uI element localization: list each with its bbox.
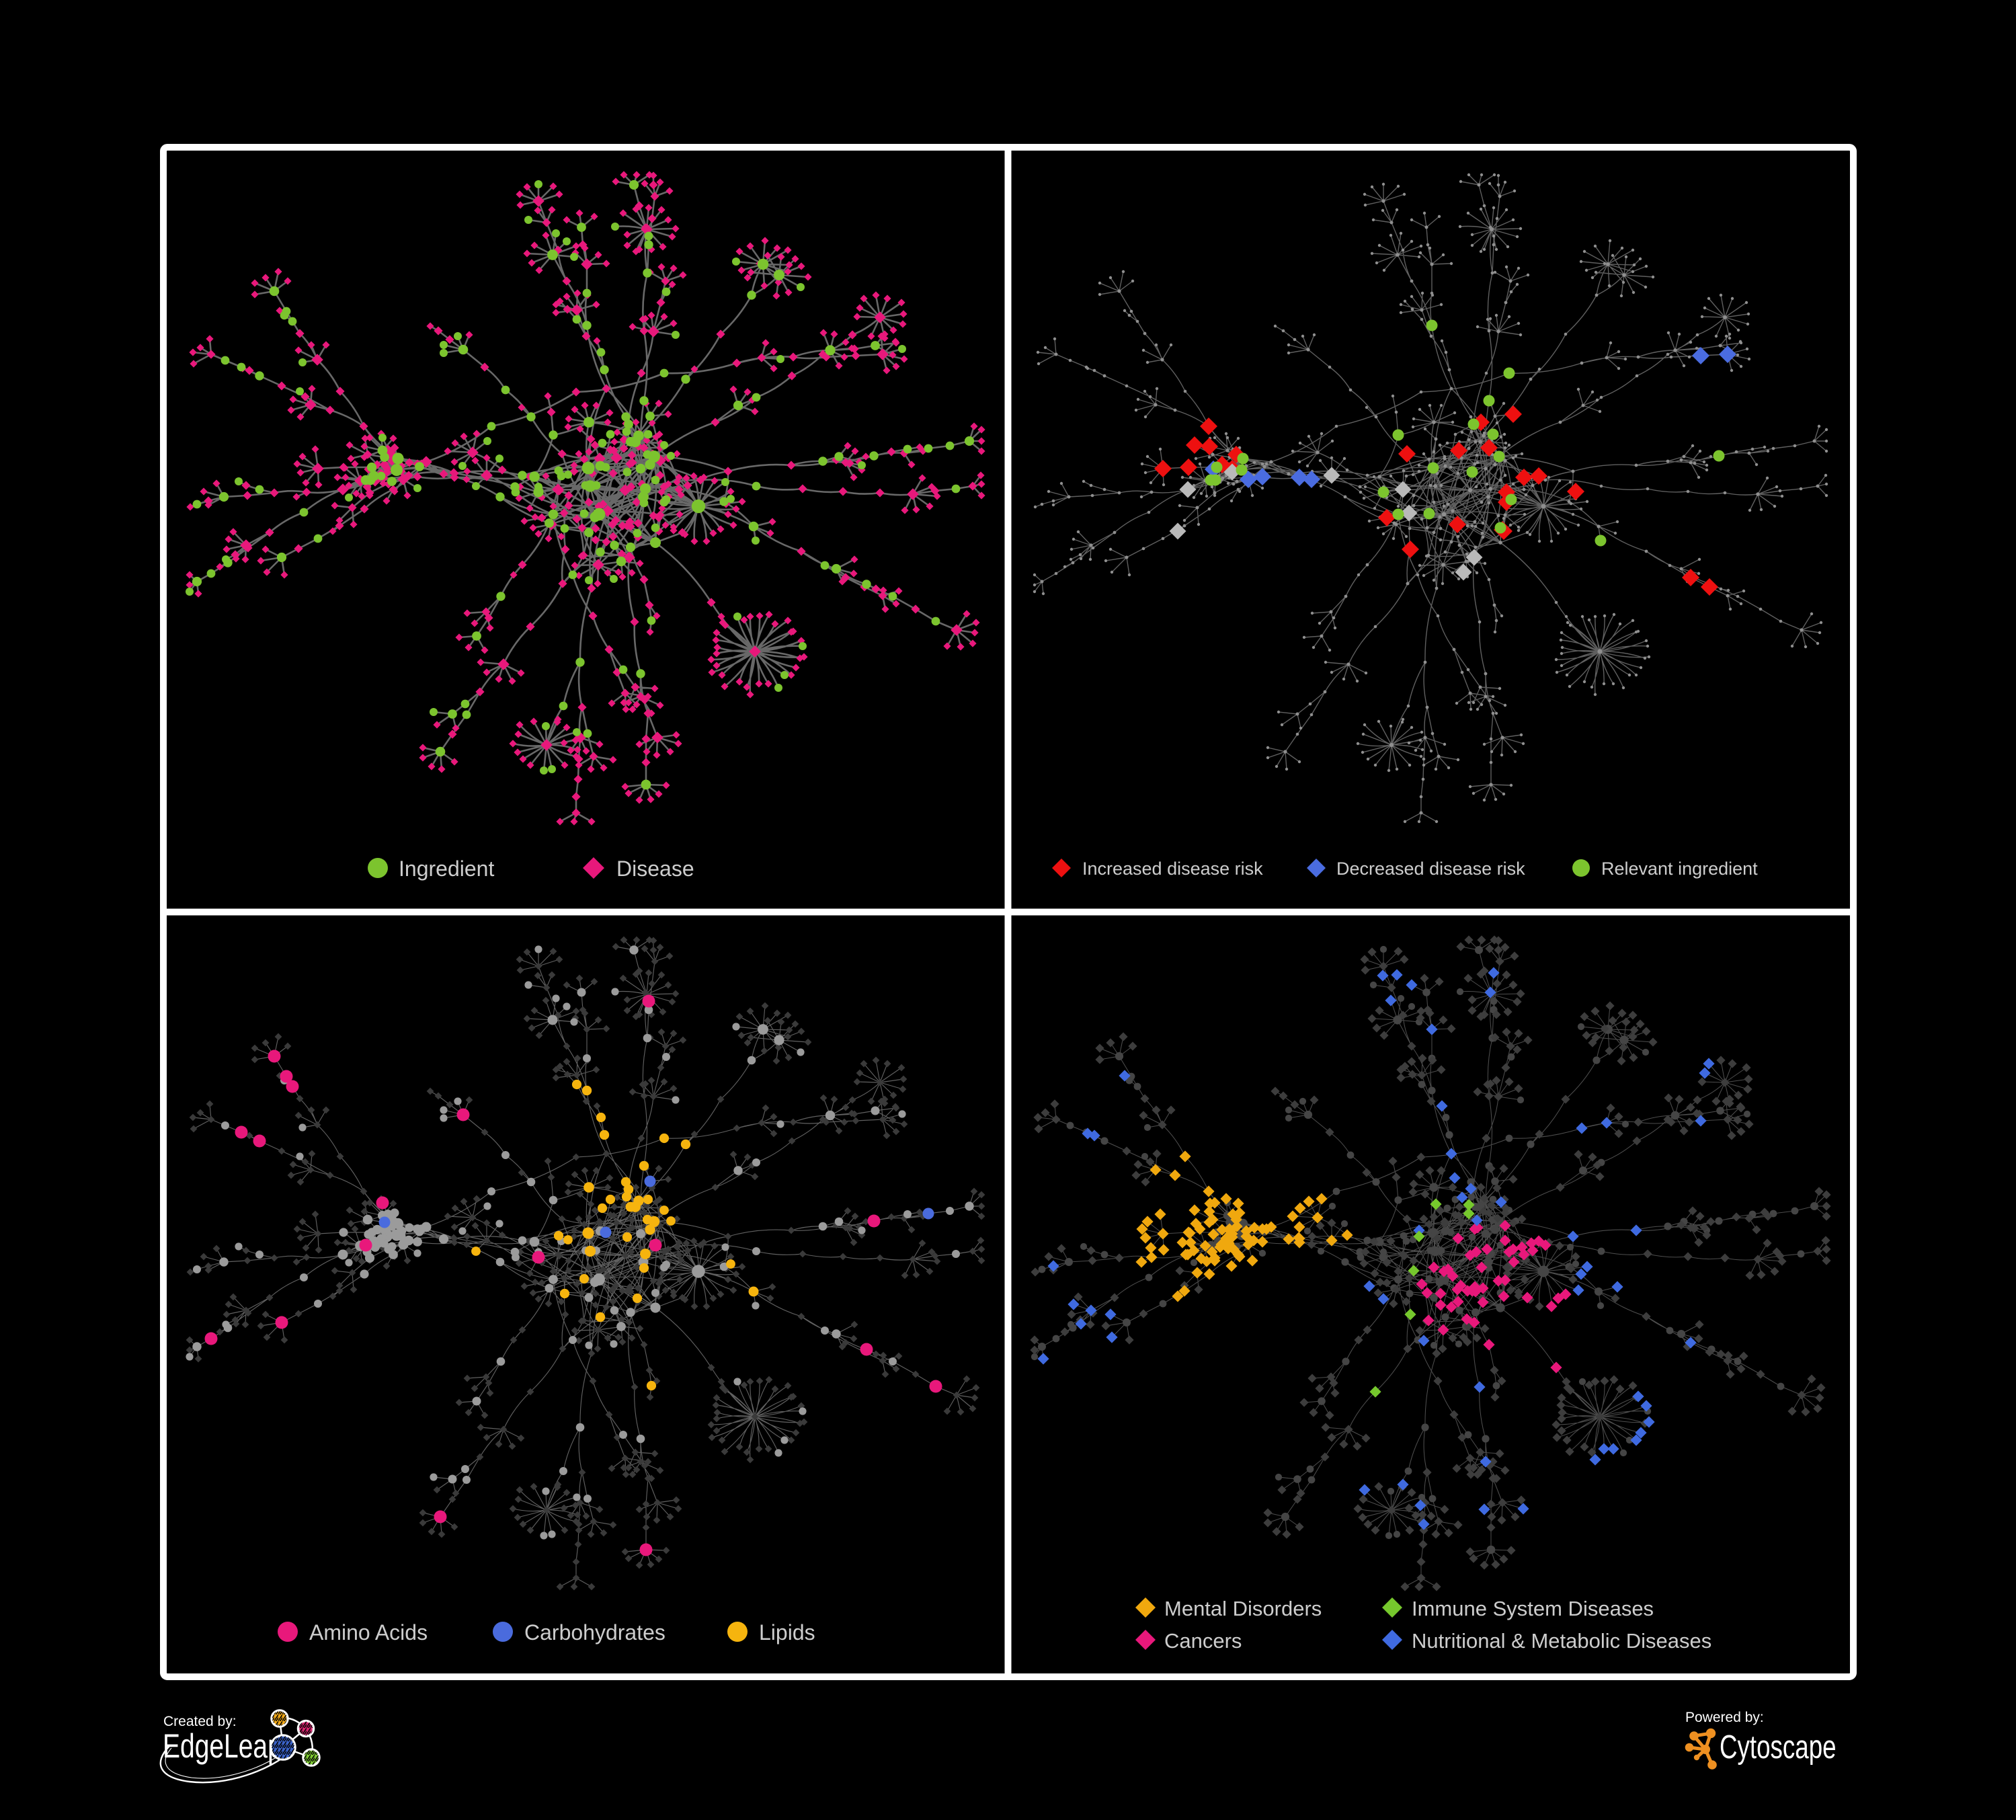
svg-text:Increased disease risk: Increased disease risk (1082, 859, 1263, 879)
svg-text:EdgeLeap: EdgeLeap (163, 1727, 282, 1765)
svg-text:Cytoscape: Cytoscape (1720, 1729, 1837, 1766)
svg-text:Created by:: Created by: (163, 1714, 237, 1729)
svg-text:Nutritional & Metabolic Diseas: Nutritional & Metabolic Diseases (1412, 1629, 1711, 1653)
svg-text:Cancers: Cancers (1164, 1629, 1242, 1653)
svg-text:Ingredient: Ingredient (399, 857, 494, 881)
svg-text:Lipids: Lipids (759, 1620, 815, 1645)
svg-text:Immune System Diseases: Immune System Diseases (1412, 1597, 1654, 1620)
svg-text:Mental Disorders: Mental Disorders (1164, 1597, 1322, 1620)
svg-text:Disease: Disease (616, 857, 694, 881)
svg-text:Amino Acids: Amino Acids (309, 1620, 428, 1645)
svg-text:Decreased disease risk: Decreased disease risk (1336, 859, 1525, 879)
svg-text:Carbohydrates: Carbohydrates (524, 1620, 666, 1645)
svg-text:Relevant ingredient: Relevant ingredient (1601, 859, 1758, 879)
svg-text:Powered by:: Powered by: (1685, 1710, 1764, 1725)
